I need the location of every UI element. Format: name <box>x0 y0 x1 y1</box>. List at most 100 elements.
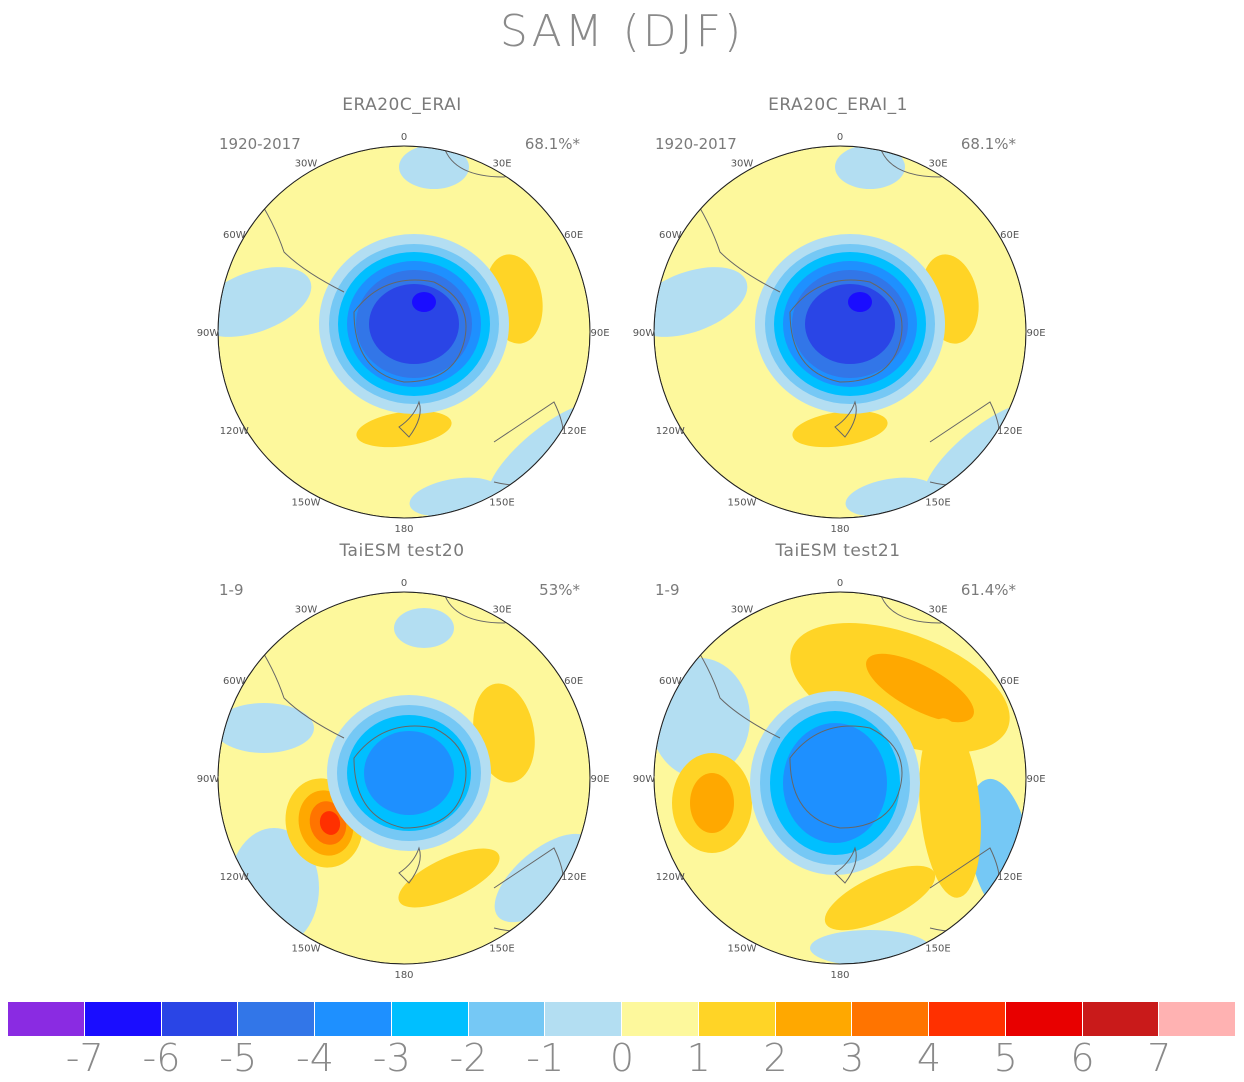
longitude-label: 180 <box>830 524 849 535</box>
colorbar-swatch <box>1159 1002 1236 1036</box>
longitude-label: 30W <box>295 158 318 169</box>
polar-map: 0 30E 60E 90E 120E 150E 180 150W 120W 90W 60W 30W <box>197 578 610 981</box>
longitude-label: 150E <box>489 944 514 955</box>
longitude-label: 150E <box>489 498 514 509</box>
colorbar-tick-label: 1 <box>686 1036 711 1080</box>
colorbar-tick-label: 6 <box>1070 1036 1095 1080</box>
longitude-label: 30W <box>731 158 754 169</box>
panel-explained-variance: 68.1%* <box>960 135 1016 153</box>
longitude-label: 0 <box>401 578 407 589</box>
polar-map: 0 30E 60E 90E 120E 150E 180 150W 120W 90W 60W 30W <box>633 132 1046 535</box>
longitude-label: 60E <box>1000 230 1019 241</box>
colorbar-tick-labels: -7 -6 -5 -4 -3 -2 -1 0 1 2 3 4 5 6 7 <box>8 1036 1236 1080</box>
colorbar-swatch <box>84 1002 162 1036</box>
longitude-label: 120W <box>220 872 249 883</box>
colorbar-tick-label: 5 <box>993 1036 1018 1080</box>
light-blue-patch-west <box>218 267 312 337</box>
colorbar-swatch <box>315 1002 392 1036</box>
longitude-label: 150W <box>292 944 321 955</box>
longitude-label: 90W <box>633 328 656 339</box>
positive-lobe-amundsen-2 <box>690 773 734 833</box>
longitude-label: 90W <box>197 328 220 339</box>
colorbar-swatch <box>698 1002 776 1036</box>
antarctica-outline <box>789 725 903 829</box>
longitude-label: 120E <box>997 872 1022 883</box>
positive-lobe-pacific <box>792 410 888 448</box>
longitude-label: 90E <box>590 328 609 339</box>
longitude-label: 60W <box>659 676 682 687</box>
panel-explained-variance: 61.4%* <box>960 581 1016 599</box>
longitude-label: 120W <box>656 426 685 437</box>
panel-period: 1920-2017 <box>655 135 737 153</box>
light-blue-patch-north <box>835 146 905 189</box>
panel-explained-variance: 68.1%* <box>524 135 580 153</box>
map-panel: ERA20C_ERAI_1 1920-2017 68.1%* 0 30E 60E 90E 12… <box>618 95 1058 535</box>
colorbar-tick-label: -2 <box>449 1036 488 1080</box>
longitude-label: 30E <box>928 158 947 169</box>
panel-period: 1-9 <box>219 581 244 599</box>
longitude-label: 0 <box>837 578 843 589</box>
colorbar-tick-label: -5 <box>219 1036 258 1080</box>
colorbar-tick-label: -6 <box>142 1036 181 1080</box>
colorbar-swatch <box>238 1002 315 1036</box>
negative-core-ring <box>369 284 459 364</box>
colorbar-tick-label: 3 <box>840 1036 865 1080</box>
map-border <box>653 591 1027 965</box>
longitude-label: 180 <box>394 970 413 981</box>
colorbar-swatch <box>622 1002 699 1036</box>
light-blue-patch-north <box>399 146 469 189</box>
negative-core-ring <box>364 731 454 815</box>
new-zealand-outline <box>398 400 421 438</box>
polar-map: 0 30E 60E 90E 120E 150E 180 150W 120W 90W 60W 30W <box>197 132 610 535</box>
colorbar-swatch <box>929 1002 1006 1036</box>
light-blue-patch-east <box>494 833 590 923</box>
positive-arc-east <box>919 718 981 898</box>
light-blue-patch-west <box>218 703 314 753</box>
colorbar-swatch <box>852 1002 929 1036</box>
colorbar-tick-label: -7 <box>65 1036 104 1080</box>
longitude-label: 60E <box>564 676 583 687</box>
light-blue-patch-south <box>810 930 930 964</box>
longitude-label: 150E <box>925 498 950 509</box>
panel-explained-variance: 53%* <box>539 581 580 599</box>
colorbar-tick-label: 4 <box>916 1036 942 1080</box>
south-america-outline <box>689 637 781 739</box>
longitude-label: 60W <box>659 230 682 241</box>
longitude-label: 60E <box>564 230 583 241</box>
south-america-outline <box>253 191 345 293</box>
colorbar <box>8 1002 1236 1036</box>
negative-core-ring <box>805 284 895 364</box>
longitude-label: 180 <box>394 524 413 535</box>
colorbar-swatch <box>161 1002 239 1036</box>
longitude-label: 60W <box>223 230 246 241</box>
longitude-label: 120E <box>561 872 586 883</box>
longitude-label: 30E <box>928 604 947 615</box>
negative-core-max <box>412 292 436 312</box>
antarctica-outline <box>353 279 467 383</box>
longitude-label: 30E <box>492 604 511 615</box>
positive-arc-2 <box>866 653 974 723</box>
longitude-label: 90W <box>197 774 220 785</box>
panel-title: ERA20C_ERAI_1 <box>768 95 908 115</box>
longitude-label: 30E <box>492 158 511 169</box>
positive-lobe-pacific <box>398 848 500 908</box>
longitude-label: 120W <box>656 872 685 883</box>
positive-lobe-pacific <box>824 865 936 931</box>
figure-title: SAM (DJF) <box>499 6 745 57</box>
longitude-label: 150W <box>292 498 321 509</box>
antarctica-outline <box>789 279 903 383</box>
longitude-label: 0 <box>837 132 843 143</box>
colorbar-tick-label: 7 <box>1147 1036 1172 1080</box>
longitude-label: 90E <box>1026 328 1045 339</box>
panel-period: 1920-2017 <box>219 135 301 153</box>
longitude-label: 150W <box>728 944 757 955</box>
colorbar-tick-label: -1 <box>526 1036 565 1080</box>
new-zealand-outline <box>398 846 421 884</box>
longitude-label: 90E <box>590 774 609 785</box>
longitude-label: 120E <box>561 426 586 437</box>
longitude-label: 0 <box>401 132 407 143</box>
colorbar-swatch <box>8 1002 85 1036</box>
colorbar-tick-label: 2 <box>763 1036 788 1080</box>
colorbar-swatch <box>545 1002 622 1036</box>
colorbar-swatch <box>775 1002 853 1036</box>
